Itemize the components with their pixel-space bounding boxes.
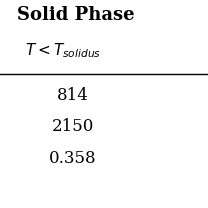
- Text: Solid Phase: Solid Phase: [17, 6, 134, 24]
- Text: $\mathit{T}<\mathit{T}_{\mathit{solidus}}$: $\mathit{T}<\mathit{T}_{\mathit{solidus}…: [25, 42, 101, 60]
- Text: 0.358: 0.358: [49, 150, 97, 167]
- Text: 2150: 2150: [52, 118, 94, 135]
- Text: 814: 814: [57, 87, 89, 104]
